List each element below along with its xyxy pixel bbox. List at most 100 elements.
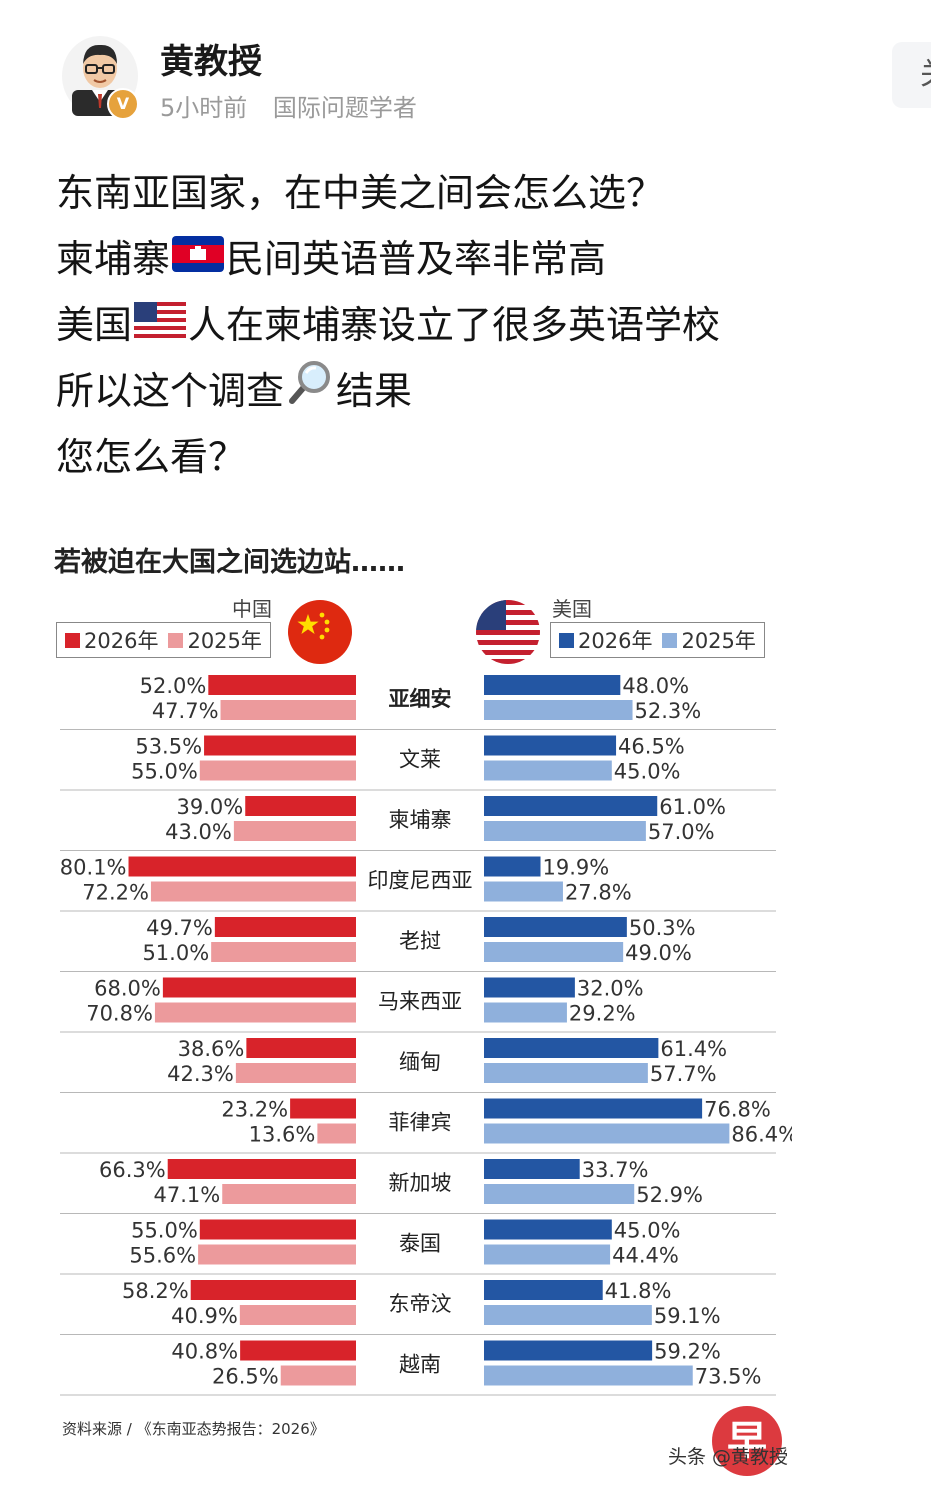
us-bar <box>484 700 633 720</box>
us-value-label: 57.0% <box>648 820 715 844</box>
post-time: 5小时前 <box>160 94 248 122</box>
china-value-label: 26.5% <box>212 1365 279 1389</box>
legend-item: 2026年 <box>559 625 652 655</box>
post-text: 您怎么看？ <box>56 435 247 479</box>
us-bar <box>484 1305 652 1325</box>
us-value-label: 52.3% <box>635 699 702 723</box>
us-bar <box>484 881 563 902</box>
china-value-label: 49.7% <box>146 916 213 940</box>
china-bar <box>198 1244 356 1265</box>
china-bar <box>204 735 356 756</box>
legend-item: 2025年 <box>168 625 262 655</box>
us-bar <box>484 821 646 841</box>
us-value-label: 32.0% <box>577 977 644 1001</box>
us-value-label: 59.2% <box>654 1340 721 1364</box>
china-bar <box>150 881 356 902</box>
legend-swatch <box>65 632 80 648</box>
zaobao-logo-icon: 早 <box>712 1406 782 1476</box>
china-value-label: 43.0% <box>165 820 232 844</box>
survey-infographic[interactable]: 若被迫在大国之间选边站…… 中国 美国 2026年 2025年 2026年 20… <box>48 520 792 1480</box>
china-bar <box>211 942 356 962</box>
post-text: 所以这个调查 <box>56 369 285 413</box>
china-bar <box>162 977 356 998</box>
post-line: 柬埔寨 民间英语普及率非常高 <box>56 226 720 292</box>
us-value-label: 41.8% <box>605 1279 672 1303</box>
china-value-label: 55.0% <box>131 1219 198 1243</box>
us-value-label: 45.0% <box>614 760 681 784</box>
author-name[interactable]: 黄教授 <box>160 42 262 82</box>
us-value-label: 57.7% <box>650 1062 717 1086</box>
post-meta: 5小时前 国际问题学者 <box>160 88 417 123</box>
us-value-label: 86.4% <box>731 1123 792 1147</box>
china-value-label: 47.7% <box>152 699 219 723</box>
china-value-label: 68.0% <box>94 977 161 1001</box>
us-bar <box>484 917 627 937</box>
us-value-label: 27.8% <box>565 881 632 905</box>
china-bar <box>128 856 356 877</box>
china-flag-icon <box>288 600 352 664</box>
legend-label: 2025年 <box>187 629 262 653</box>
china-bar <box>214 917 356 937</box>
china-bar <box>240 1340 356 1361</box>
china-value-label: 70.8% <box>86 1002 153 1026</box>
china-value-label: 47.1% <box>154 1183 221 1207</box>
china-value-label: 55.6% <box>129 1244 196 1268</box>
china-bar <box>222 1184 356 1204</box>
category-label: 越南 <box>399 1353 441 1377</box>
china-value-label: 39.0% <box>177 795 244 819</box>
category-label: 印度尼西亚 <box>368 869 473 893</box>
china-bar <box>246 1038 356 1058</box>
post-text: 柬埔寨 <box>56 237 171 281</box>
china-bar <box>233 821 356 841</box>
us-value-label: 46.5% <box>618 735 685 759</box>
us-value-label: 48.0% <box>622 674 689 698</box>
china-value-label: 40.9% <box>171 1304 238 1328</box>
china-value-label: 58.2% <box>122 1279 189 1303</box>
us-value-label: 52.9% <box>636 1183 703 1207</box>
post-text: 东南亚国家，在中美之间会怎么选？ <box>56 171 665 215</box>
category-label: 东帝汶 <box>389 1292 452 1316</box>
us-bar <box>484 735 617 756</box>
china-value-label: 38.6% <box>178 1037 245 1061</box>
chart-title: 若被迫在大国之间选边站…… <box>54 547 405 578</box>
us-value-label: 33.7% <box>582 1158 649 1182</box>
us-value-label: 44.4% <box>612 1244 679 1268</box>
legend-item: 2026年 <box>65 625 158 655</box>
us-bar <box>484 796 658 816</box>
legend-swatch <box>662 632 678 648</box>
china-bar <box>280 1365 356 1386</box>
post-text: 结果 <box>336 369 413 413</box>
category-label: 新加坡 <box>389 1171 452 1195</box>
category-label: 老挝 <box>399 929 441 953</box>
post-text: 人在柬埔寨设立了很多英语学校 <box>188 303 721 347</box>
us-bar <box>484 1123 730 1144</box>
us-bar <box>484 1280 603 1300</box>
china-value-label: 55.0% <box>131 760 198 784</box>
china-bar <box>239 1305 356 1325</box>
us-value-label: 61.0% <box>659 795 726 819</box>
category-label: 马来西亚 <box>378 990 462 1014</box>
china-bar <box>317 1123 356 1144</box>
us-flag-icon <box>134 292 187 358</box>
us-value-label: 49.0% <box>625 941 692 965</box>
china-value-label: 80.1% <box>60 856 127 880</box>
china-bar <box>154 1002 356 1023</box>
us-value-label: 59.1% <box>654 1304 721 1328</box>
post-line: 您怎么看？ <box>56 424 720 490</box>
magnifier-icon <box>286 357 334 425</box>
cambodia-flag-icon <box>172 226 225 292</box>
legend-label: 2026年 <box>578 629 653 653</box>
us-bar <box>484 760 612 781</box>
bar-chart: 亚细安 52.0% 48.0% 47.7% 52.3% 文莱 53.5% 46.5% 55.0%… <box>60 674 792 1396</box>
category-label: 缅甸 <box>399 1050 441 1074</box>
china-bar <box>235 1063 356 1083</box>
us-bar <box>484 1098 703 1119</box>
china-bar <box>167 1159 356 1179</box>
side-action-button[interactable]: 关 <box>892 42 931 108</box>
china-value-label: 23.2% <box>221 1098 288 1122</box>
china-value-label: 52.0% <box>140 674 207 698</box>
post-body: 东南亚国家，在中美之间会怎么选？ 柬埔寨 民间英语普及率非常高 美国 <box>56 160 720 490</box>
post-text: 民间英语普及率非常高 <box>226 237 607 281</box>
us-bar <box>484 1159 580 1179</box>
category-label: 文莱 <box>399 748 441 772</box>
